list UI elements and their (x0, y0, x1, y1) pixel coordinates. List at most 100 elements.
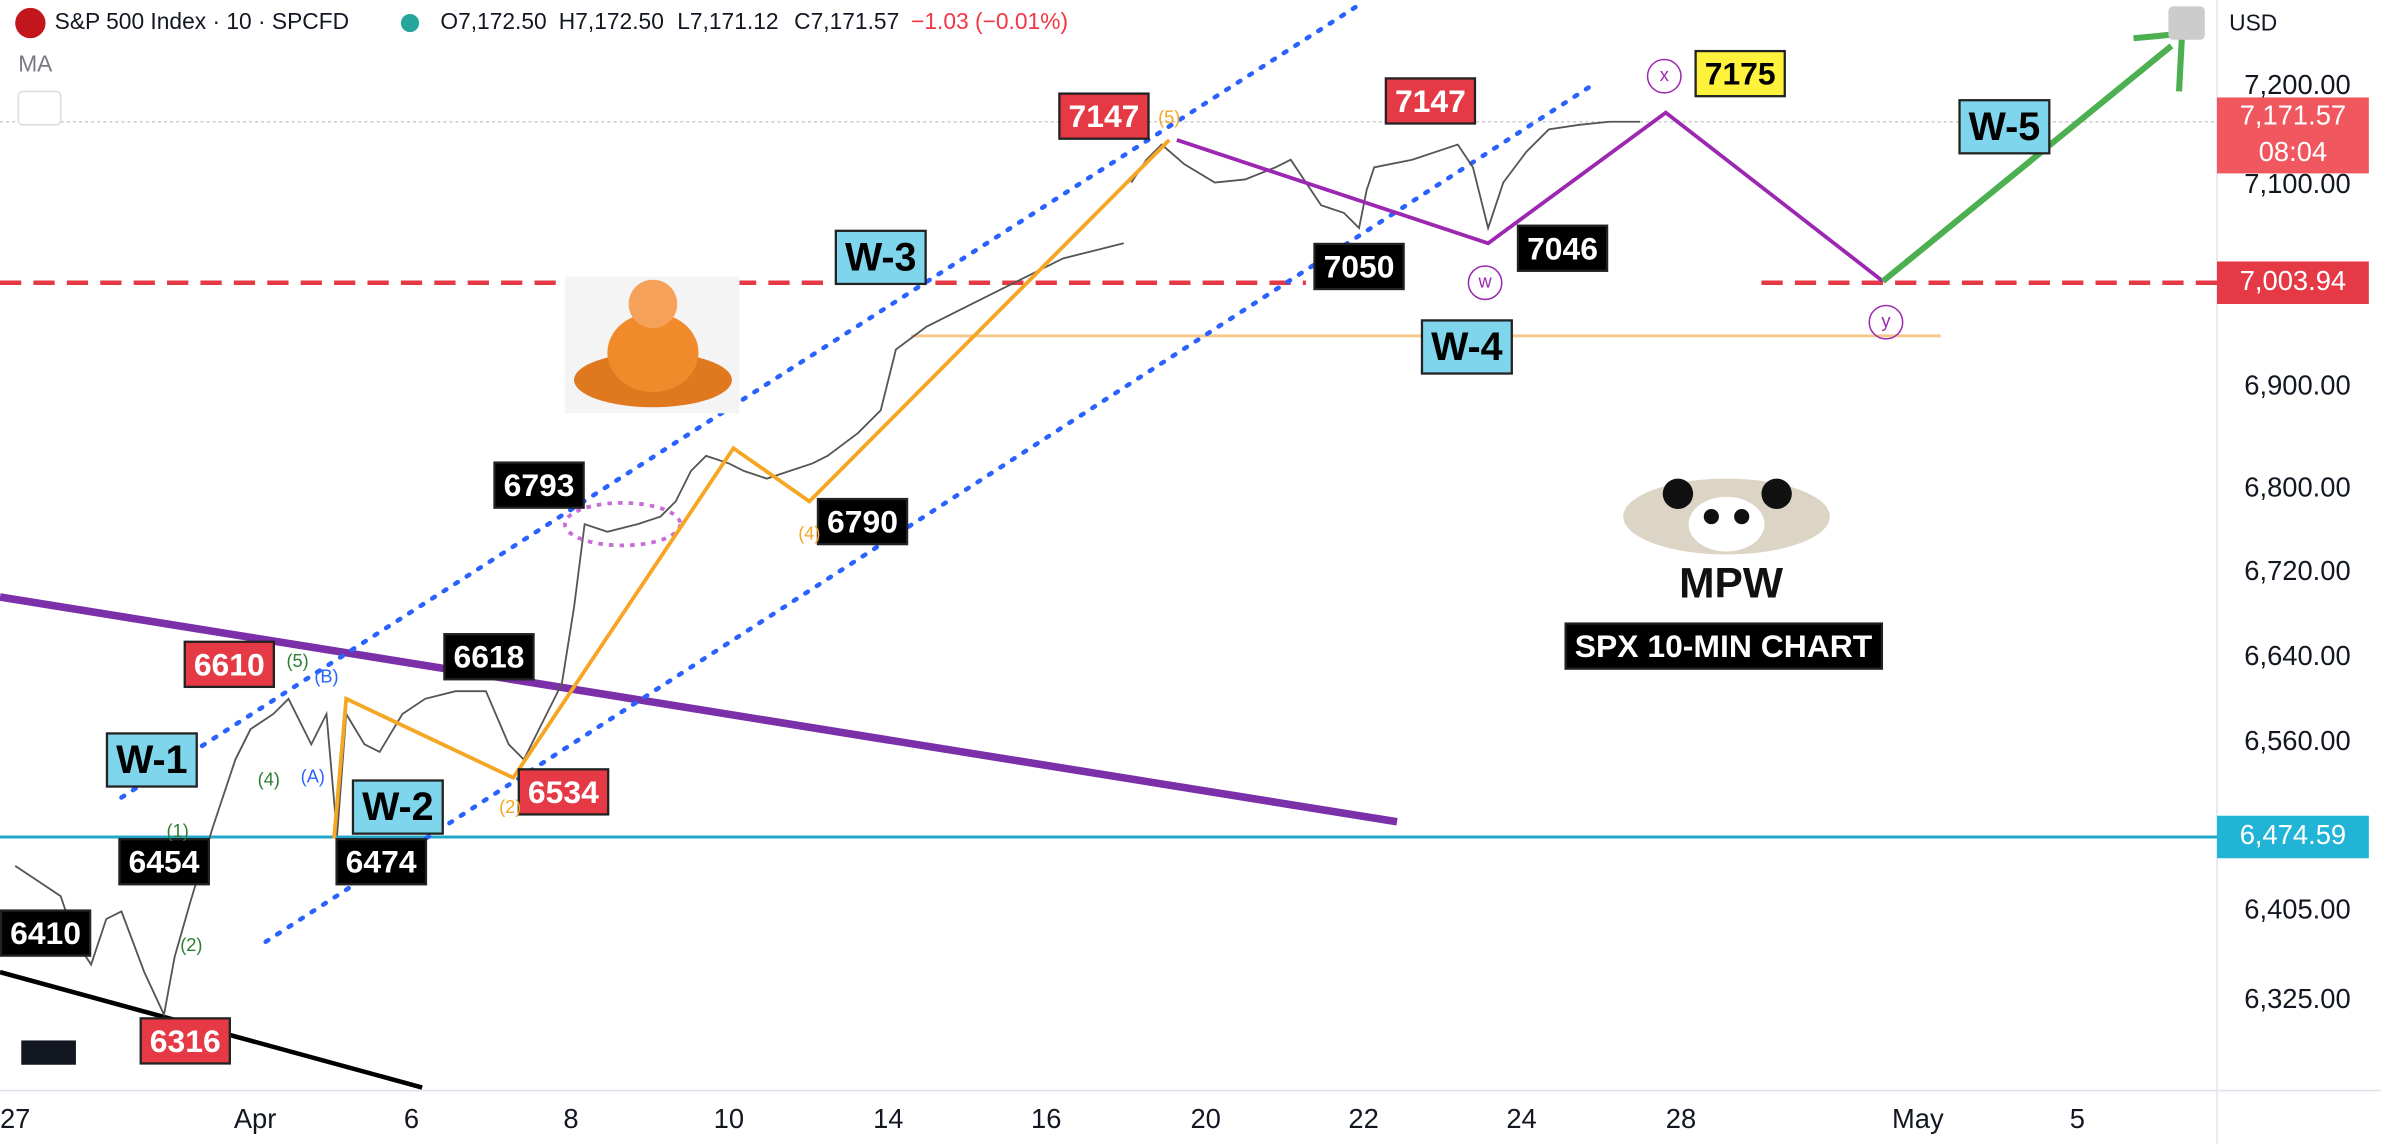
brand: MPW (1679, 561, 1784, 608)
price-path (1130, 120, 1640, 232)
price-axis: 7,200.007,100.006,900.006,800.006,720.00… (2244, 69, 2350, 1014)
date-tick-label: Apr (234, 1103, 277, 1134)
label-box (139, 1017, 231, 1065)
label-box (335, 838, 428, 886)
label-box (1958, 99, 2051, 155)
change: −1.03 (−0.01%) (911, 8, 1068, 34)
last-price: 7,171.57 (2240, 99, 2346, 130)
price-tick-label: 6,800.00 (2244, 471, 2350, 502)
level-cyan: 6,474.59 (2240, 819, 2346, 850)
price-label: 7147 (1068, 98, 1139, 134)
ohlc-open: O7,172.50 (440, 8, 546, 34)
label-box (118, 838, 210, 886)
status-dot (400, 13, 420, 33)
buddha-image (564, 276, 740, 414)
ohlc-high: H7,172.50 (559, 8, 664, 34)
price-tick-label: 6,325.00 (2244, 983, 2350, 1014)
count-circle (1868, 304, 1904, 340)
label-box (1420, 319, 1513, 375)
wave-count: (A) (301, 767, 325, 787)
label-box (443, 633, 535, 681)
wave-count: (1) (167, 821, 189, 841)
wave-count: (5) (1158, 108, 1180, 128)
label-box (1564, 622, 1884, 670)
price-label: 6454 (129, 844, 200, 880)
price-label: 7147 (1395, 83, 1466, 119)
price-tick-label: 6,560.00 (2244, 725, 2350, 756)
wave-count: (4) (798, 524, 820, 544)
channel-line (119, 2, 1362, 800)
wave-count: w (1478, 272, 1493, 292)
wave-count: (2) (180, 935, 202, 955)
ohlc-close: C7,171.57 (794, 8, 899, 34)
countdown: 08:04 (2259, 136, 2327, 167)
price-label: 7046 (1527, 230, 1598, 266)
trend-line (0, 593, 1398, 826)
price-label: 6790 (827, 504, 898, 540)
tv-logo (21, 1040, 76, 1065)
date-tick-label: 16 (1031, 1103, 1061, 1134)
wave-path (1176, 110, 1885, 283)
toolbar-button[interactable] (2168, 6, 2205, 40)
label-box (816, 497, 909, 546)
price-label: 6618 (453, 639, 524, 675)
wave-count: (B) (314, 666, 338, 686)
price-label: 7050 (1324, 248, 1395, 284)
channel-line (263, 81, 1597, 945)
label-box (1058, 92, 1150, 140)
panda-image (1623, 478, 1830, 555)
date-tick-label: 6 (404, 1103, 419, 1134)
label-box (517, 768, 610, 816)
wave-path (332, 138, 1171, 839)
price-path (14, 242, 1124, 1018)
ohlc-low: L7,171.12 (677, 8, 778, 34)
label-box (351, 779, 444, 835)
target-label: 7175 (1705, 56, 1776, 92)
date-tick-label: 14 (873, 1103, 903, 1134)
price-label: 6793 (504, 467, 575, 503)
label-box (1384, 77, 1477, 125)
chart-caption: SPX 10-MIN CHART (1575, 628, 1873, 664)
price-label: 6316 (150, 1023, 221, 1059)
symbol-logo (15, 7, 46, 39)
date-tick-label: 20 (1190, 1103, 1220, 1134)
date-tick-label: 5 (2070, 1103, 2085, 1134)
date-tick-label: 28 (1666, 1103, 1696, 1134)
date-tick-label: 10 (714, 1103, 744, 1134)
currency[interactable]: USD (2229, 10, 2277, 36)
level-badge (2217, 815, 2369, 859)
label-box (105, 732, 198, 788)
level-red: 7,003.94 (2240, 265, 2346, 296)
level-badge (2217, 261, 2369, 304)
label-box (1694, 49, 1786, 98)
date-tick-label: 24 (1506, 1103, 1536, 1134)
price-tick-label: 6,405.00 (2244, 894, 2350, 925)
wave-label: W-5 (1969, 105, 2041, 149)
wave-label: W-2 (362, 785, 434, 829)
price-label: 6474 (346, 844, 417, 880)
date-tick-label: 22 (1348, 1103, 1378, 1134)
wave-label: W-1 (116, 738, 188, 782)
forecast-arrow (1881, 43, 2174, 284)
price-tick-label: 6,640.00 (2244, 640, 2350, 671)
label-box (183, 640, 276, 689)
label-box (1313, 242, 1405, 291)
label-box (834, 229, 927, 286)
wave-label: W-3 (845, 235, 917, 279)
indicator[interactable]: MA (18, 51, 53, 77)
wave-count: (5) (286, 651, 308, 671)
collapse-button[interactable] (17, 90, 62, 126)
wave-count: y (1881, 311, 1891, 331)
last-price-badge (2217, 97, 2369, 174)
wave-label: W-4 (1431, 325, 1503, 369)
count-circle (1646, 58, 1682, 94)
price-tick-label: 6,900.00 (2244, 370, 2350, 401)
label-box (493, 461, 585, 509)
wave-count: (4) (258, 770, 280, 790)
label-box (0, 909, 92, 957)
date-tick-label: 8 (563, 1103, 578, 1134)
date-tick-label: 27 (0, 1103, 30, 1134)
